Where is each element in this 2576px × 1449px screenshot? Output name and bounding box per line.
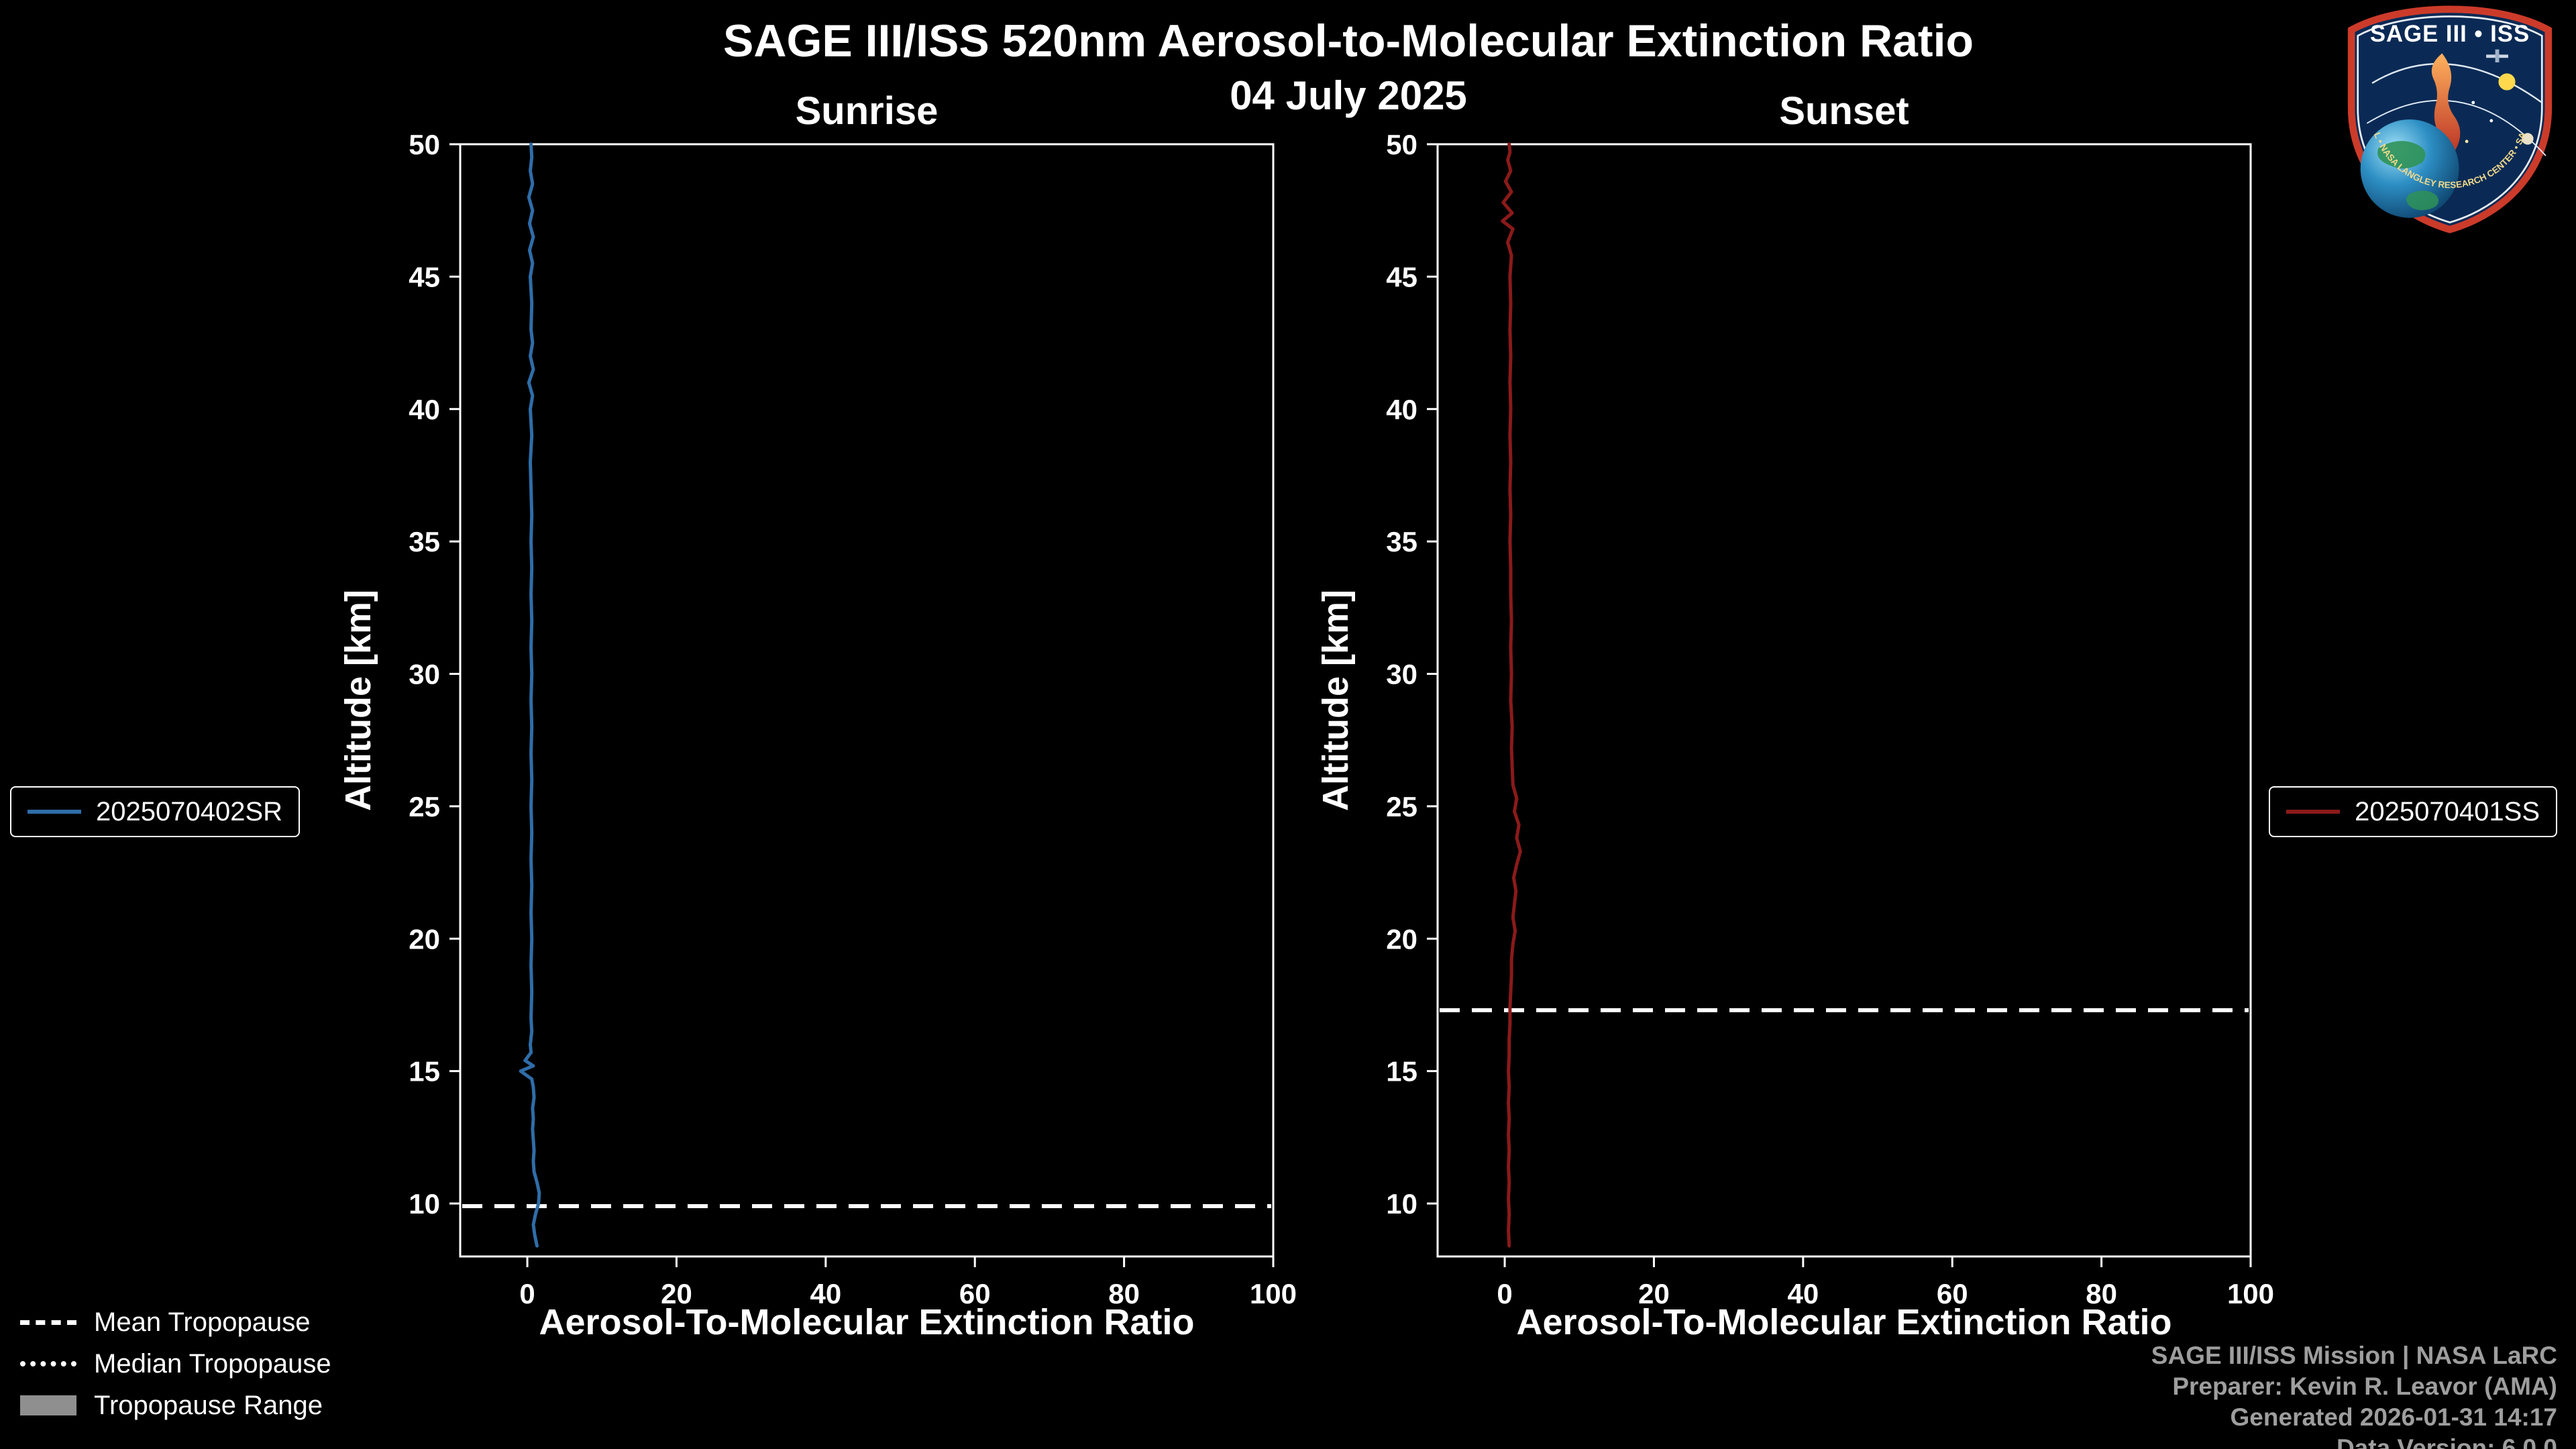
- median-tropopause-label: Median Tropopause: [94, 1348, 331, 1379]
- y-tick-label: 40: [1386, 394, 1417, 425]
- star-icon: [2471, 101, 2475, 105]
- plot-frame: [459, 143, 1275, 1258]
- median-tropopause-legend-item: Median Tropopause: [20, 1348, 331, 1379]
- sunset-x-axis-label: Aerosol-To-Molecular Extinction Ratio: [1516, 1302, 2172, 1342]
- dashed-line-swatch-icon: [20, 1320, 76, 1325]
- star-icon: [2489, 119, 2493, 123]
- y-tick-label: 10: [409, 1188, 440, 1220]
- y-tick-label: 20: [409, 923, 440, 955]
- earth-land-icon: [2406, 191, 2439, 211]
- y-tick-label: 15: [409, 1056, 440, 1087]
- x-tick-label: 80: [2086, 1278, 2117, 1309]
- y-tick-label: 50: [1386, 131, 1417, 160]
- sunrise-series-swatch: [28, 810, 81, 814]
- star-icon: [2465, 140, 2469, 144]
- x-tick-label: 100: [1250, 1278, 1297, 1309]
- dotted-line-swatch-icon: [20, 1361, 76, 1366]
- y-tick-label: 20: [1386, 923, 1417, 955]
- y-tick-label: 45: [409, 261, 440, 292]
- credit-generated: Generated 2026-01-31 14:17: [2230, 1403, 2557, 1431]
- tropopause-range-legend-item: Tropopause Range: [20, 1390, 331, 1421]
- earth-icon: [2360, 119, 2459, 218]
- sunset-event-legend: 2025070401SS: [2269, 786, 2557, 837]
- gray-patch-swatch-icon: [20, 1395, 76, 1415]
- sunset-event-id: 2025070401SS: [2355, 796, 2540, 826]
- sunset-y-axis-label: Altitude [km]: [1316, 590, 1356, 811]
- y-tick-label: 30: [1386, 659, 1417, 690]
- y-tick-label: 35: [1386, 526, 1417, 557]
- x-tick-label: 0: [519, 1278, 535, 1309]
- series-line-2025070402SR: [519, 142, 541, 1248]
- earth-land-icon: [2377, 141, 2426, 169]
- orbit-line-icon: [2366, 99, 2546, 156]
- sunrise-event-id: 2025070402SR: [96, 796, 283, 826]
- x-tick-label: 20: [661, 1278, 692, 1309]
- tropopause-legend: Mean Tropopause Median Tropopause Tropop…: [20, 1307, 331, 1421]
- sunset-series-swatch: [2286, 810, 2341, 814]
- y-tick-label: 45: [1386, 261, 1417, 292]
- sun-figure-icon: [2431, 53, 2461, 164]
- iss-icon: [2495, 49, 2500, 62]
- x-tick-label: 0: [1497, 1278, 1512, 1309]
- credits-block: SAGE III/ISS Mission | NASA LaRC Prepare…: [2151, 1340, 2557, 1449]
- sunset-panel-title: Sunset: [1779, 89, 1909, 133]
- orbit-line-icon: [2371, 62, 2542, 103]
- y-tick-label: 10: [1386, 1188, 1417, 1220]
- sage-iii-iss-logo: SAGE III • ISS BAL • NASA LANGLEY RESEAR…: [2333, 5, 2553, 233]
- credit-mission: SAGE III/ISS Mission | NASA LaRC: [2151, 1342, 2557, 1369]
- y-tick-label: 50: [409, 131, 440, 160]
- sunset-plot-svg: 0 20 40 60 80 100 10 15 20 25 30 35 40 45 50: [1386, 131, 2274, 1309]
- x-tick-label: 60: [1937, 1278, 1968, 1309]
- credit-data-version: Data Version: 6.0.0: [2336, 1434, 2557, 1449]
- sun-icon: [2498, 73, 2516, 91]
- y-tick-label: 30: [409, 659, 440, 690]
- y-tick-label: 15: [1386, 1056, 1417, 1087]
- x-tick-label: 20: [1638, 1278, 1670, 1309]
- page-title: SAGE III/ISS 520nm Aerosol-to-Molecular …: [722, 15, 1974, 66]
- plot-frame: [1436, 143, 2252, 1258]
- logo-inner-ring: [2357, 15, 2543, 223]
- sunrise-x-axis-label: Aerosol-To-Molecular Extinction Ratio: [539, 1302, 1195, 1342]
- mean-tropopause-legend-item: Mean Tropopause: [20, 1307, 331, 1338]
- y-tick-label: 25: [409, 791, 440, 822]
- y-tick-label: 35: [409, 526, 440, 557]
- x-tick-label: 80: [1108, 1278, 1140, 1309]
- x-tick-label: 100: [2227, 1278, 2274, 1309]
- credit-preparer: Preparer: Kevin R. Leavor (AMA): [2172, 1373, 2557, 1400]
- sunrise-event-legend: 2025070402SR: [10, 786, 301, 837]
- x-tick-label: 40: [1787, 1278, 1819, 1309]
- tropopause-range-label: Tropopause Range: [94, 1390, 323, 1420]
- mean-tropopause-label: Mean Tropopause: [94, 1307, 311, 1337]
- moon-icon: [2522, 133, 2534, 145]
- y-tick-label: 40: [409, 394, 440, 425]
- x-tick-label: 60: [959, 1278, 991, 1309]
- x-tick-label: 40: [810, 1278, 841, 1309]
- sunrise-plot-svg: 0 20 40 60 80 100 10 15 20 25 30 35 40 45 50: [409, 131, 1297, 1309]
- series-line-2025070401SS: [1501, 142, 1522, 1248]
- sunrise-panel-title: Sunrise: [795, 89, 938, 133]
- sunrise-y-axis-label: Altitude [km]: [338, 590, 378, 811]
- y-tick-label: 25: [1386, 791, 1417, 822]
- logo-title: SAGE III • ISS: [2370, 21, 2530, 47]
- date-title: 04 July 2025: [1230, 73, 1467, 118]
